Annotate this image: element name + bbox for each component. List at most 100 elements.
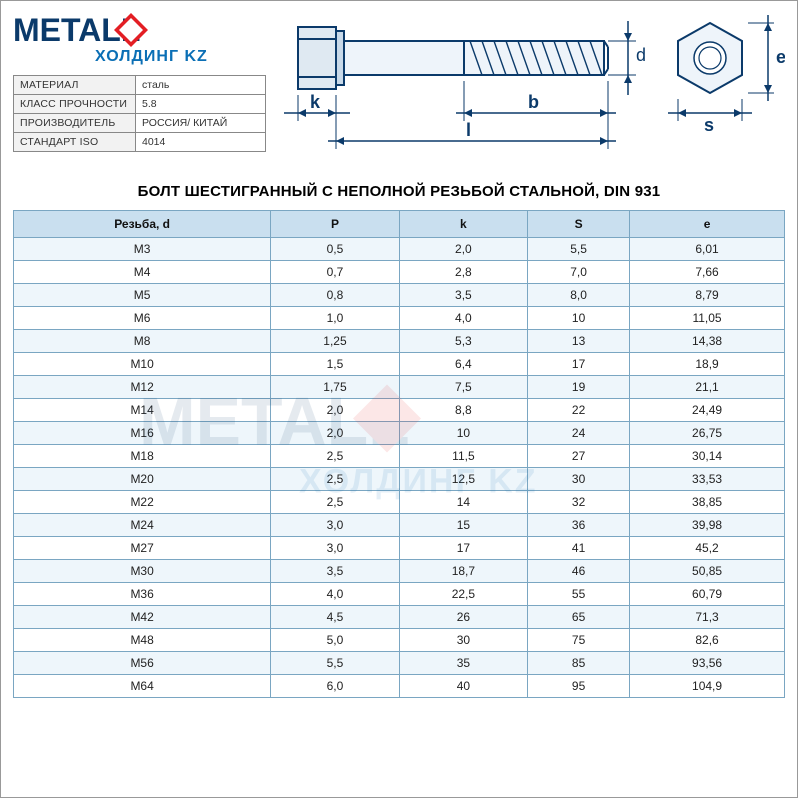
specs-label: МАТЕРИАЛ: [14, 76, 136, 94]
table-cell: M12: [14, 376, 271, 399]
table-cell: 30: [528, 468, 630, 491]
table-cell: 7,0: [528, 261, 630, 284]
specs-label: ПРОИЗВОДИТЕЛЬ: [14, 114, 136, 132]
table-cell: M22: [14, 491, 271, 514]
table-header-cell: e: [630, 211, 785, 238]
table-cell: M64: [14, 675, 271, 698]
table-cell: 2,0: [399, 238, 527, 261]
bolt-diagram: d k b: [280, 9, 785, 169]
table-cell: 45,2: [630, 537, 785, 560]
table-row: M565,5358593,56: [14, 652, 785, 675]
table-cell: 36: [528, 514, 630, 537]
table-cell: 24: [528, 422, 630, 445]
table-row: M424,5266571,3: [14, 606, 785, 629]
table-cell: 32: [528, 491, 630, 514]
table-row: M121,757,51921,1: [14, 376, 785, 399]
table-cell: M42: [14, 606, 271, 629]
table-cell: 41: [528, 537, 630, 560]
table-cell: M27: [14, 537, 271, 560]
table-cell: 3,5: [399, 284, 527, 307]
table-cell: 5,3: [399, 330, 527, 353]
table-cell: 1,25: [271, 330, 399, 353]
table-row: M162,0102426,75: [14, 422, 785, 445]
page: METALL ХОЛДИНГ KZ МАТЕРИАЛстальКЛАСС ПРО…: [0, 0, 798, 798]
table-cell: 85: [528, 652, 630, 675]
specs-label: СТАНДАРТ ISO: [14, 133, 136, 151]
logo-sub-text: ХОЛДИНГ KZ: [95, 48, 208, 65]
data-table: Резьба, dPkSe M30,52,05,56,01M40,72,87,0…: [13, 210, 785, 698]
dim-l-label: l: [466, 120, 471, 140]
table-cell: M20: [14, 468, 271, 491]
table-cell: 1,0: [271, 307, 399, 330]
table-cell: M30: [14, 560, 271, 583]
specs-row: СТАНДАРТ ISO4014: [14, 133, 265, 151]
table-row: M101,56,41718,9: [14, 353, 785, 376]
table-cell: 11,05: [630, 307, 785, 330]
table-cell: 17: [399, 537, 527, 560]
table-cell: 4,0: [399, 307, 527, 330]
logo-svg: METALL ХОЛДИНГ KZ: [13, 9, 263, 69]
specs-table: МАТЕРИАЛстальКЛАСС ПРОЧНОСТИ5.8ПРОИЗВОДИ…: [13, 75, 266, 152]
table-cell: 35: [399, 652, 527, 675]
table-cell: 3,5: [271, 560, 399, 583]
table-cell: 22,5: [399, 583, 527, 606]
table-row: M273,0174145,2: [14, 537, 785, 560]
table-row: M222,5143238,85: [14, 491, 785, 514]
table-cell: 4,0: [271, 583, 399, 606]
table-row: M61,04,01011,05: [14, 307, 785, 330]
table-cell: 6,0: [271, 675, 399, 698]
table-row: M243,0153639,98: [14, 514, 785, 537]
table-cell: 26,75: [630, 422, 785, 445]
table-cell: 14,38: [630, 330, 785, 353]
table-cell: 6,01: [630, 238, 785, 261]
specs-value: сталь: [136, 76, 265, 94]
table-cell: 0,8: [271, 284, 399, 307]
table-row: M182,511,52730,14: [14, 445, 785, 468]
table-cell: 0,7: [271, 261, 399, 284]
table-cell: 71,3: [630, 606, 785, 629]
table-row: M202,512,53033,53: [14, 468, 785, 491]
table-cell: 8,0: [528, 284, 630, 307]
left-column: METALL ХОЛДИНГ KZ МАТЕРИАЛстальКЛАСС ПРО…: [13, 9, 266, 152]
table-cell: 22: [528, 399, 630, 422]
specs-row: КЛАСС ПРОЧНОСТИ5.8: [14, 95, 265, 114]
table-cell: M8: [14, 330, 271, 353]
table-cell: 10: [528, 307, 630, 330]
table-cell: M16: [14, 422, 271, 445]
table-cell: M18: [14, 445, 271, 468]
table-cell: 1,75: [271, 376, 399, 399]
top-section: METALL ХОЛДИНГ KZ МАТЕРИАЛстальКЛАСС ПРО…: [13, 9, 785, 169]
specs-value: 4014: [136, 133, 265, 151]
table-cell: 38,85: [630, 491, 785, 514]
table-header-cell: k: [399, 211, 527, 238]
table-cell: 13: [528, 330, 630, 353]
table-cell: 55: [528, 583, 630, 606]
table-cell: 2,0: [271, 399, 399, 422]
table-cell: 12,5: [399, 468, 527, 491]
table-cell: 8,79: [630, 284, 785, 307]
table-cell: 2,5: [271, 445, 399, 468]
table-cell: 82,6: [630, 629, 785, 652]
table-row: M646,04095104,9: [14, 675, 785, 698]
table-cell: 14: [399, 491, 527, 514]
table-cell: M4: [14, 261, 271, 284]
table-cell: 24,49: [630, 399, 785, 422]
specs-value: РОССИЯ/ КИТАЙ: [136, 114, 265, 132]
specs-row: ПРОИЗВОДИТЕЛЬРОССИЯ/ КИТАЙ: [14, 114, 265, 133]
table-cell: 30,14: [630, 445, 785, 468]
logo: METALL ХОЛДИНГ KZ: [13, 9, 266, 69]
dim-s-label: s: [704, 115, 714, 135]
table-cell: 11,5: [399, 445, 527, 468]
table-row: M40,72,87,07,66: [14, 261, 785, 284]
table-cell: M5: [14, 284, 271, 307]
table-cell: 3,0: [271, 537, 399, 560]
table-cell: 18,9: [630, 353, 785, 376]
table-cell: M6: [14, 307, 271, 330]
dim-k-label: k: [310, 92, 321, 112]
table-cell: 5,5: [271, 652, 399, 675]
table-cell: 2,5: [271, 468, 399, 491]
table-cell: 6,4: [399, 353, 527, 376]
table-body: M30,52,05,56,01M40,72,87,07,66M50,83,58,…: [14, 238, 785, 698]
table-cell: 39,98: [630, 514, 785, 537]
table-cell: 4,5: [271, 606, 399, 629]
